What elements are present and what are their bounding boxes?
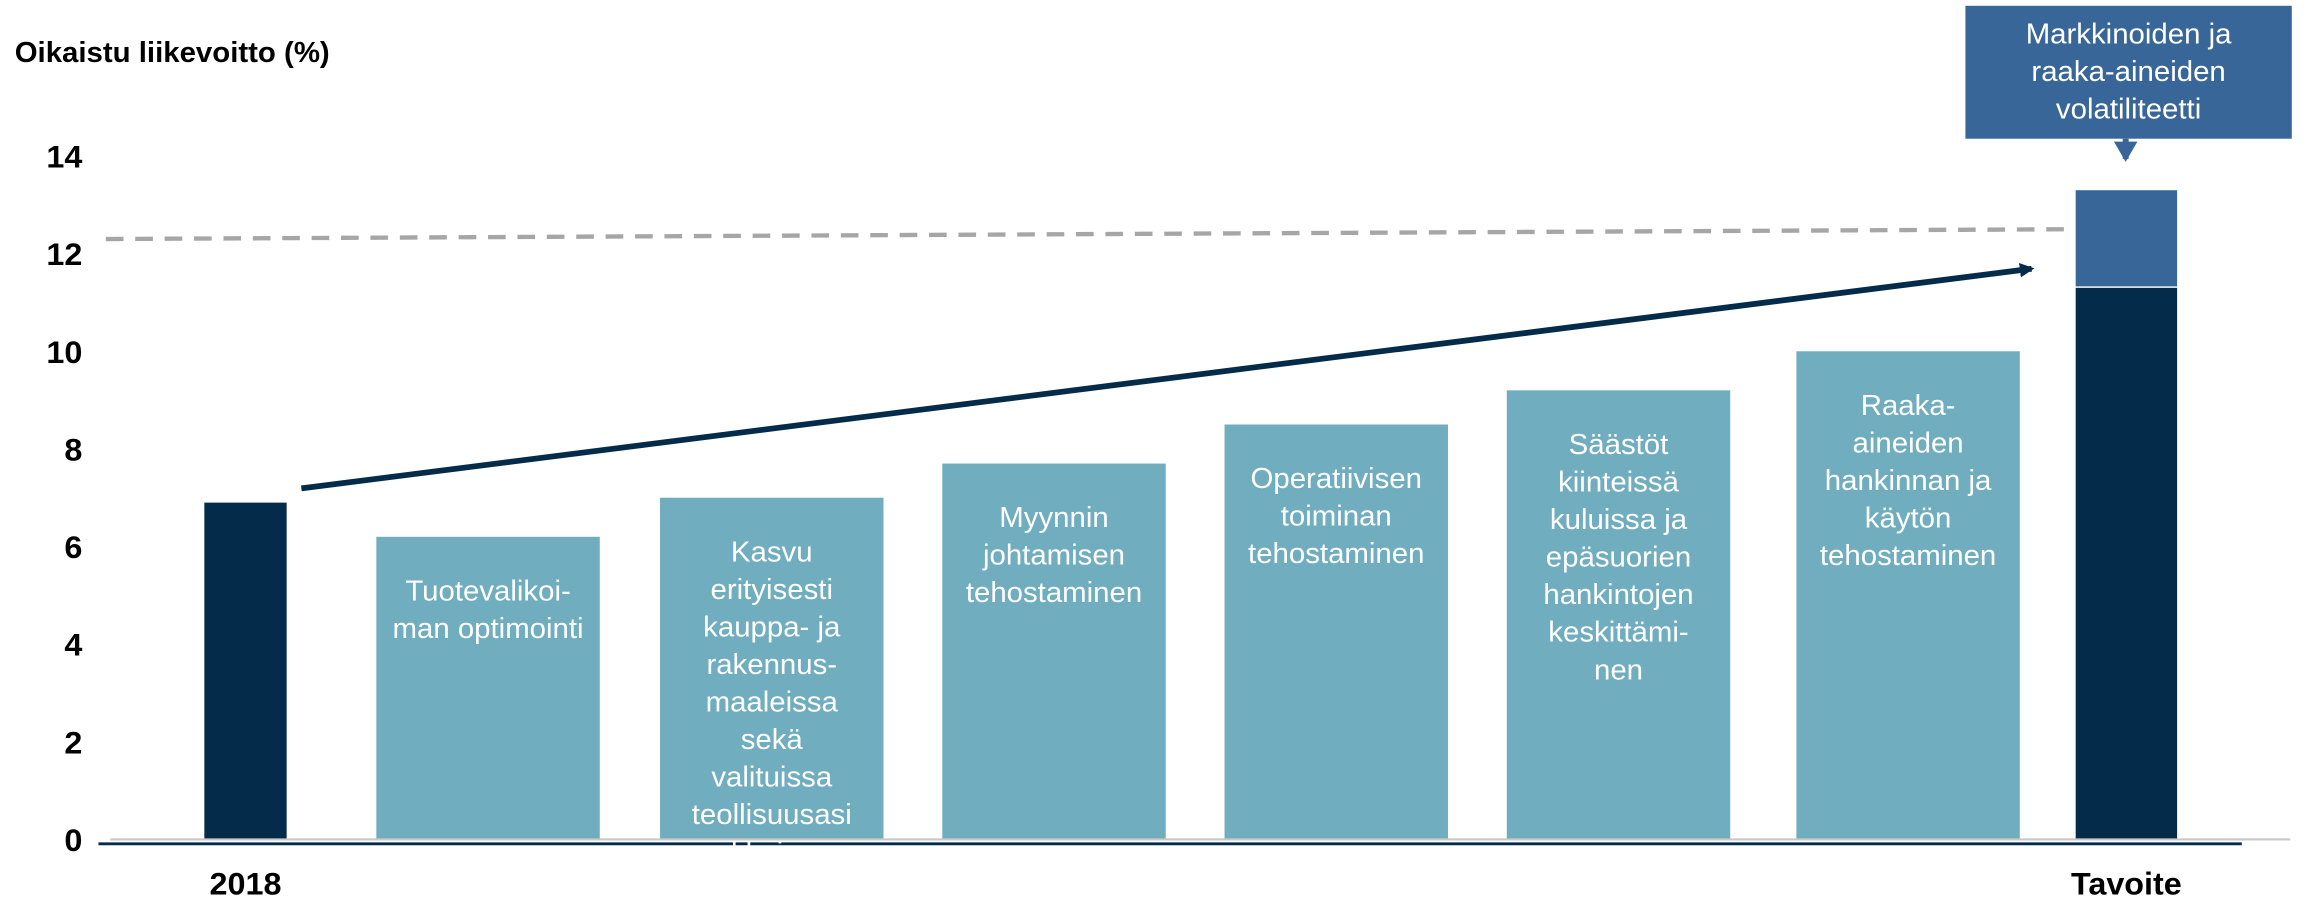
bar-label: Raaka-aineiden hankinnan ja käytön tehostam… bbox=[1820, 390, 1996, 572]
y-tick-label: 2 bbox=[64, 725, 82, 761]
bar bbox=[376, 536, 600, 840]
annotation-text: Markkinoiden ja raaka-aineiden volatilitee… bbox=[2026, 19, 2233, 126]
y-tick-label: 10 bbox=[46, 334, 82, 370]
bar-label: Operatiivisen toiminan tehostaminen bbox=[1248, 463, 1424, 570]
y-tick-label: 8 bbox=[64, 432, 82, 468]
bar-label: Kasvu erityisesti kauppa- ja rakennus-maale… bbox=[692, 537, 852, 869]
y-tick-label: 4 bbox=[64, 627, 82, 663]
trend-arrow bbox=[300, 263, 2035, 492]
bar bbox=[204, 502, 287, 840]
bar bbox=[1796, 351, 2020, 840]
bar-segment bbox=[2075, 190, 2178, 287]
bar-label: Säästöt kiinteissä kuluissa ja epäsuorien ha… bbox=[1543, 429, 1693, 686]
y-tick-label: 14 bbox=[46, 139, 82, 175]
bar bbox=[942, 463, 1166, 840]
x-category-label: 2018 bbox=[210, 866, 282, 902]
reference-line bbox=[105, 227, 2066, 242]
x-category-label: Tavoite bbox=[2071, 866, 2182, 902]
y-tick-label: 12 bbox=[46, 236, 82, 272]
marks bbox=[105, 190, 2178, 840]
bar-label: Tuotevalikoi-man optimointi bbox=[393, 576, 584, 645]
bar bbox=[2075, 287, 2178, 840]
y-tick-label: 6 bbox=[64, 529, 82, 565]
y-axis-title: Oikaistu liikevoitto (%) bbox=[15, 37, 330, 69]
bar bbox=[1224, 424, 1448, 840]
bar-label: Myynnin johtamisen tehostaminen bbox=[966, 502, 1142, 609]
y-tick-label: 0 bbox=[64, 822, 82, 858]
annotation-box bbox=[1965, 5, 2292, 139]
bar bbox=[1506, 390, 1731, 840]
bar bbox=[660, 497, 884, 840]
